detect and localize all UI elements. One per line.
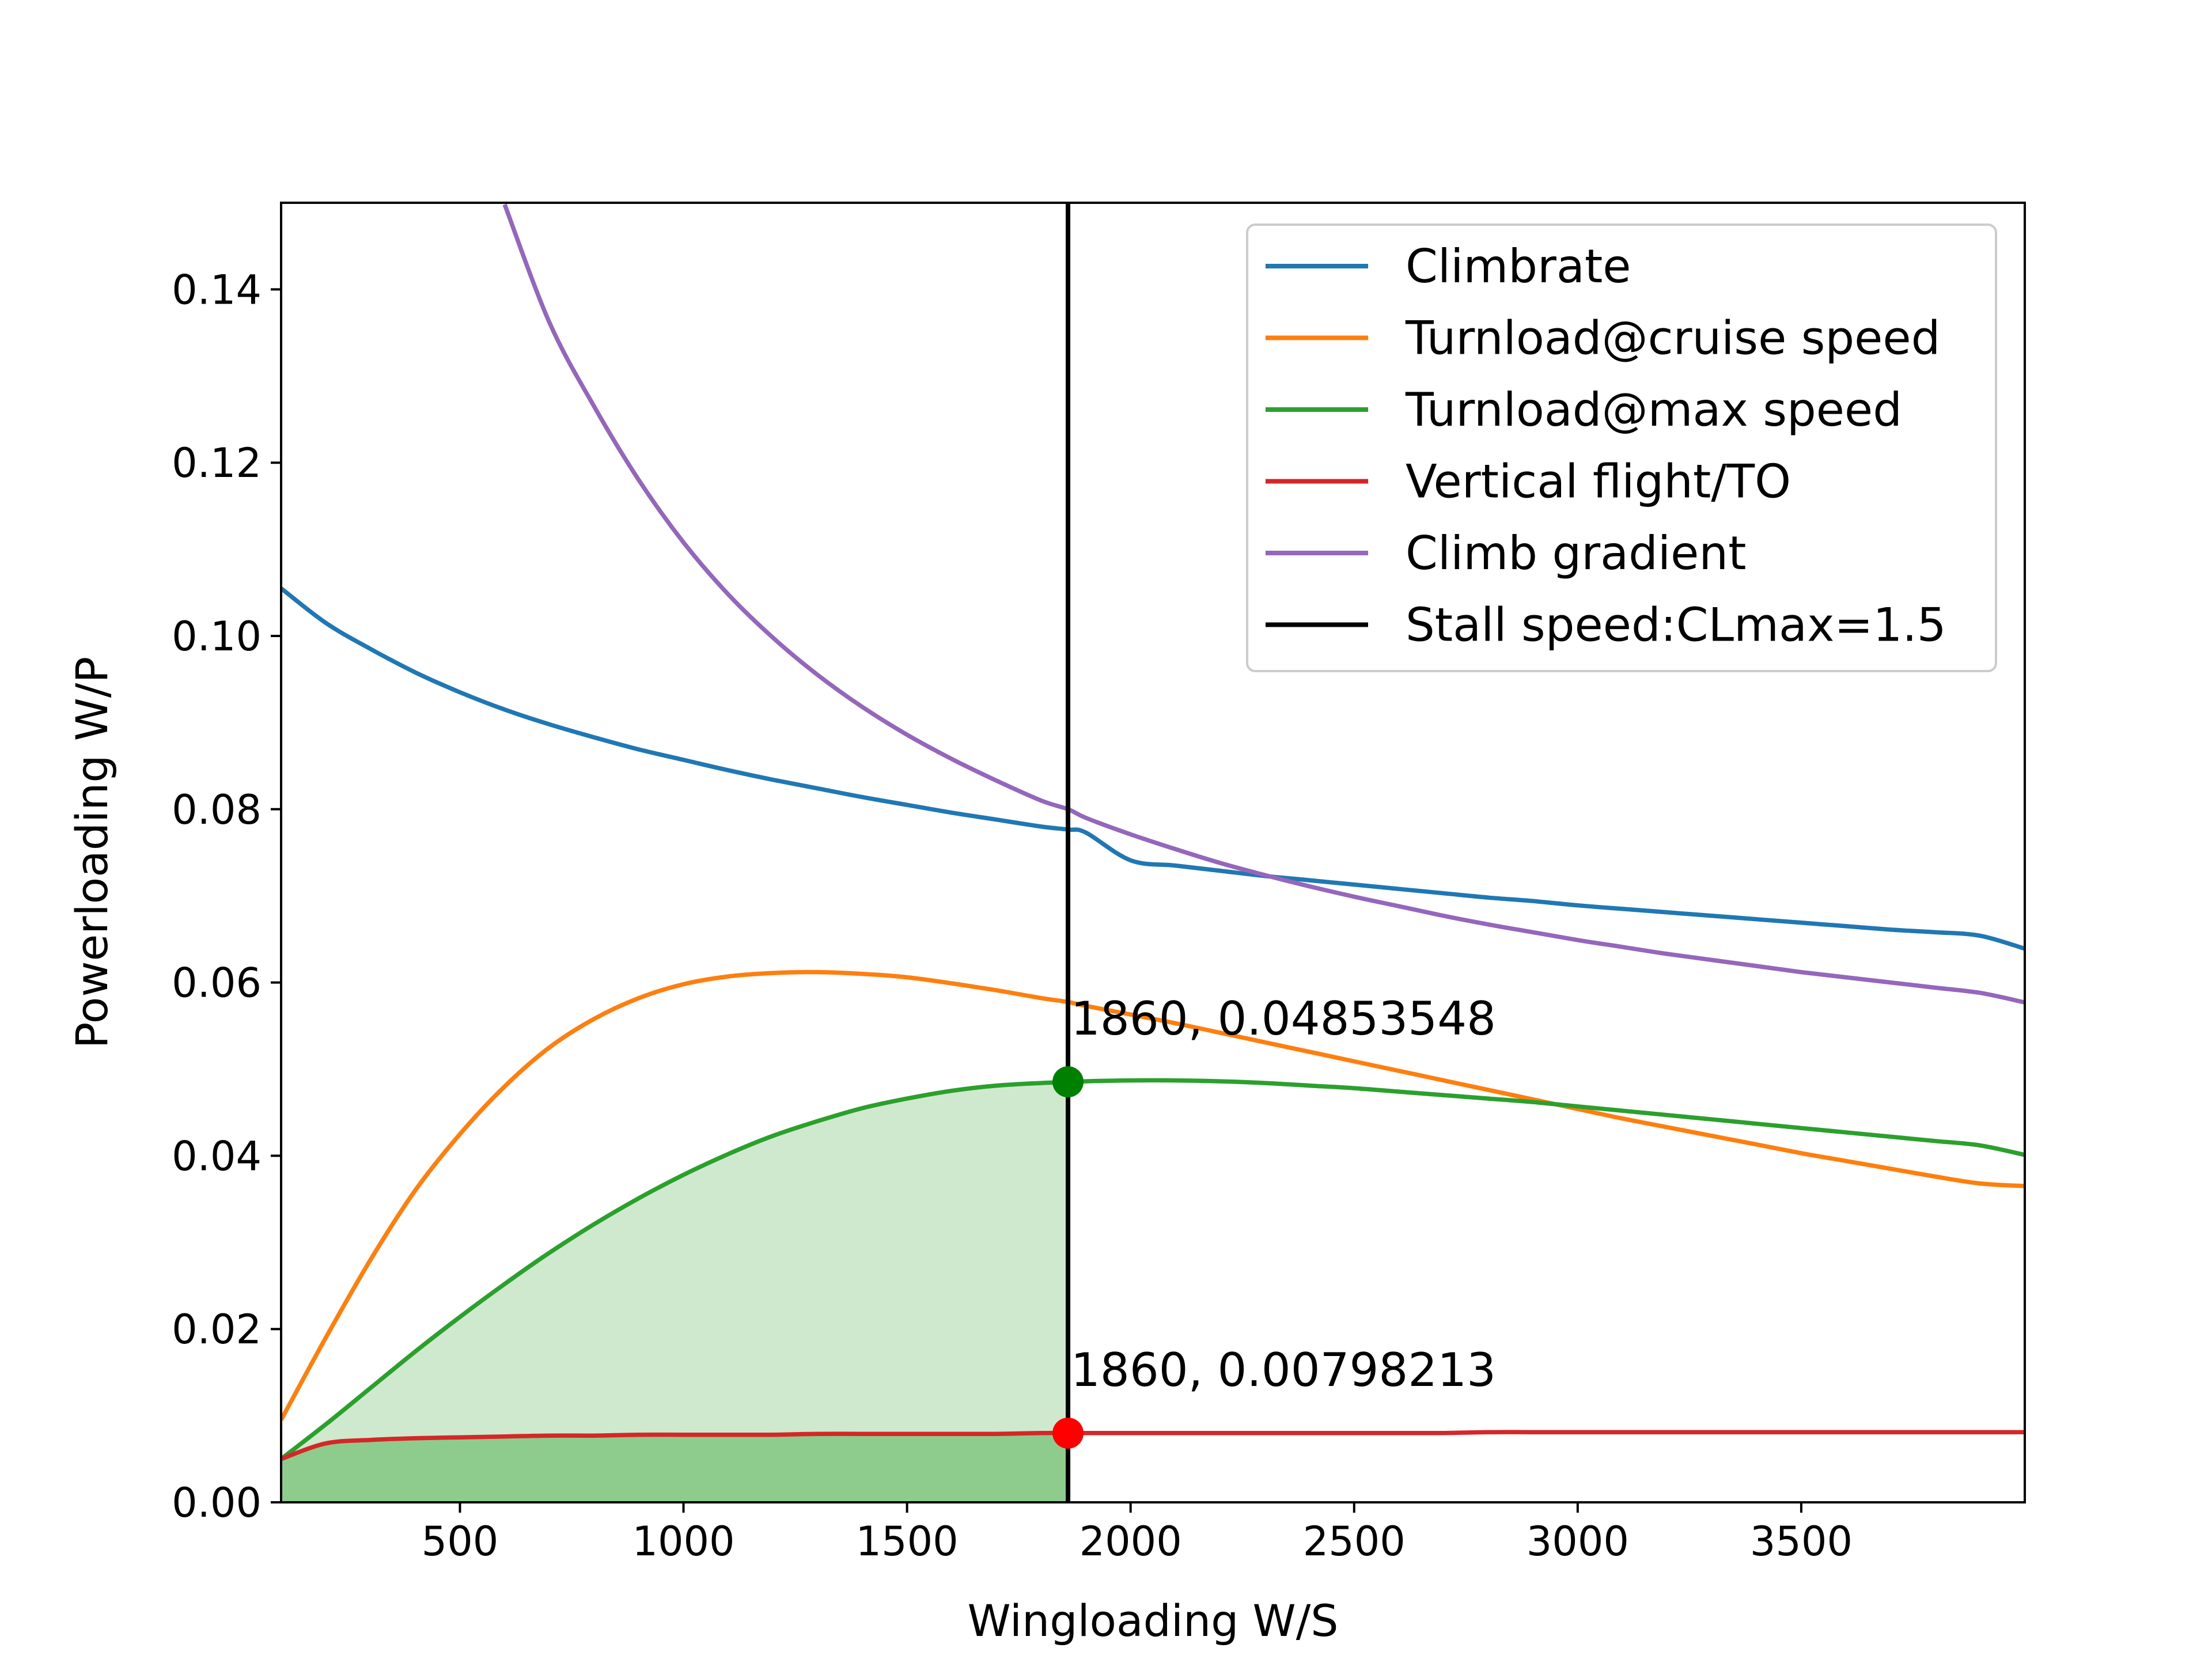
x-tick-label: 2000 xyxy=(1080,1518,1182,1565)
legend-label-stall-speed-clmax-1-5: Stall speed:CLmax=1.5 xyxy=(1406,599,1946,652)
chart-fills xyxy=(281,1082,1068,1502)
y-axis-title: Powerloading W/P xyxy=(66,657,118,1048)
x-tick-label: 3000 xyxy=(1527,1518,1629,1565)
legend-label-climbrate: Climbrate xyxy=(1406,240,1631,293)
y-tick-label: 0.12 xyxy=(172,440,262,487)
y-tick-label: 0.10 xyxy=(172,613,262,660)
chart-markers xyxy=(1052,1066,1084,1449)
x-axis-title: Wingloading W/S xyxy=(967,1595,1338,1646)
legend-label-turnload-max-speed: Turnload@max speed xyxy=(1405,383,1902,437)
marker-annotation-1: 1860, 0.04853548 xyxy=(1071,992,1496,1046)
series-line-turnload-cruise-speed xyxy=(281,969,2025,1421)
x-axis: 500 1000 1500 2000 2500 3000 3500 xyxy=(422,1502,1853,1565)
y-tick-label: 0.06 xyxy=(172,960,262,1007)
x-tick-label: 3500 xyxy=(1750,1518,1853,1565)
series-line-turnload-max-speed xyxy=(281,1078,2025,1461)
y-axis: 0.00 0.02 0.04 0.06 0.08 0.10 0.12 0.14 xyxy=(172,266,281,1527)
y-tick-label: 0.00 xyxy=(172,1479,262,1527)
marker-point-1 xyxy=(1052,1066,1084,1098)
marker-annotation-2: 1860, 0.00798213 xyxy=(1071,1343,1496,1397)
fill-under-vertical-flight-to xyxy=(281,1433,1068,1502)
plot-area-frame xyxy=(280,202,2026,1503)
legend: Climbrate Turnload@cruise speed Turnload@m… xyxy=(1246,224,1997,672)
legend-label-climb-gradient: Climb gradient xyxy=(1406,527,1746,580)
marker-point-2 xyxy=(1052,1417,1084,1449)
y-tick-label: 0.02 xyxy=(172,1306,262,1353)
legend-label-vertical-flight-to: Vertical flight/TO xyxy=(1406,455,1791,509)
legend-box xyxy=(1246,224,1997,672)
y-tick-label: 0.14 xyxy=(172,266,262,313)
x-tick-label: 1500 xyxy=(856,1518,959,1565)
chart-series-lines xyxy=(281,203,2025,1461)
fill-under-turnload-max-speed xyxy=(281,1082,1068,1502)
legend-label-turnload-cruise-speed: Turnload@cruise speed xyxy=(1405,312,1940,365)
x-tick-label: 500 xyxy=(422,1518,499,1565)
chart-annotations: 1860, 0.04853548 1860, 0.00798213 xyxy=(1071,992,1496,1397)
y-tick-label: 0.04 xyxy=(172,1132,262,1180)
series-line-climb-gradient xyxy=(502,203,2025,1005)
x-tick-label: 1000 xyxy=(632,1518,734,1565)
y-tick-label: 0.08 xyxy=(172,786,262,834)
x-tick-label: 2500 xyxy=(1303,1518,1406,1565)
series-line-climbrate xyxy=(281,586,2025,951)
series-line-vertical-flight-to xyxy=(281,1430,2025,1461)
